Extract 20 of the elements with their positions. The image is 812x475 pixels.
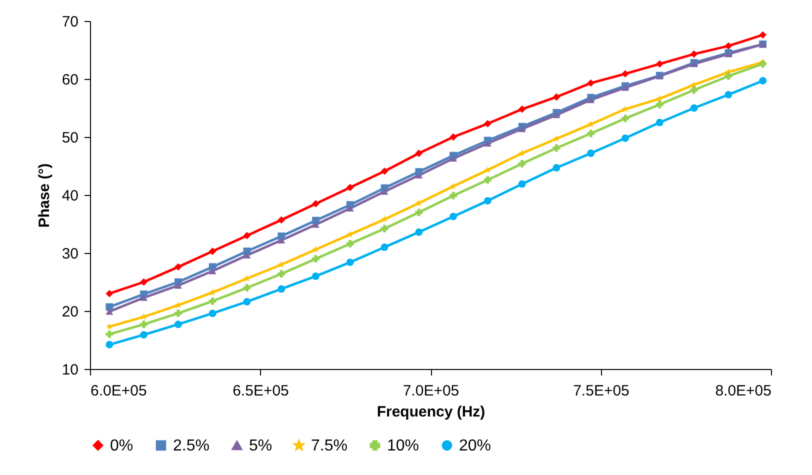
y-axis-title: Phase (°) (36, 163, 53, 228)
y-tick-label: 30 (62, 246, 78, 262)
y-tick-label: 40 (62, 188, 78, 204)
y-tick-label: 50 (62, 130, 78, 146)
x-tick-label: 6.5E+05 (232, 382, 289, 400)
x-axis-title: Frequency (Hz) (376, 404, 486, 420)
y-tick-label: 20 (62, 304, 78, 320)
legend-label: 5% (249, 438, 272, 454)
legend-label: 7.5% (311, 438, 348, 454)
y-tick-label: 60 (62, 72, 78, 88)
x-tick-label: 6.0E+05 (90, 382, 147, 400)
legend-label: 20% (459, 437, 492, 454)
x-tick-label: 8.0E+05 (715, 382, 772, 400)
legend-label: 0% (110, 437, 134, 454)
legend-label: 2.5% (173, 437, 210, 454)
x-tick-label: 7.0E+05 (402, 382, 460, 400)
y-tick-label: 70 (62, 14, 78, 30)
x-tick-label: 7.5E+05 (573, 382, 630, 400)
legend-label: 10% (387, 437, 420, 454)
y-tick-label: 10 (62, 362, 78, 378)
